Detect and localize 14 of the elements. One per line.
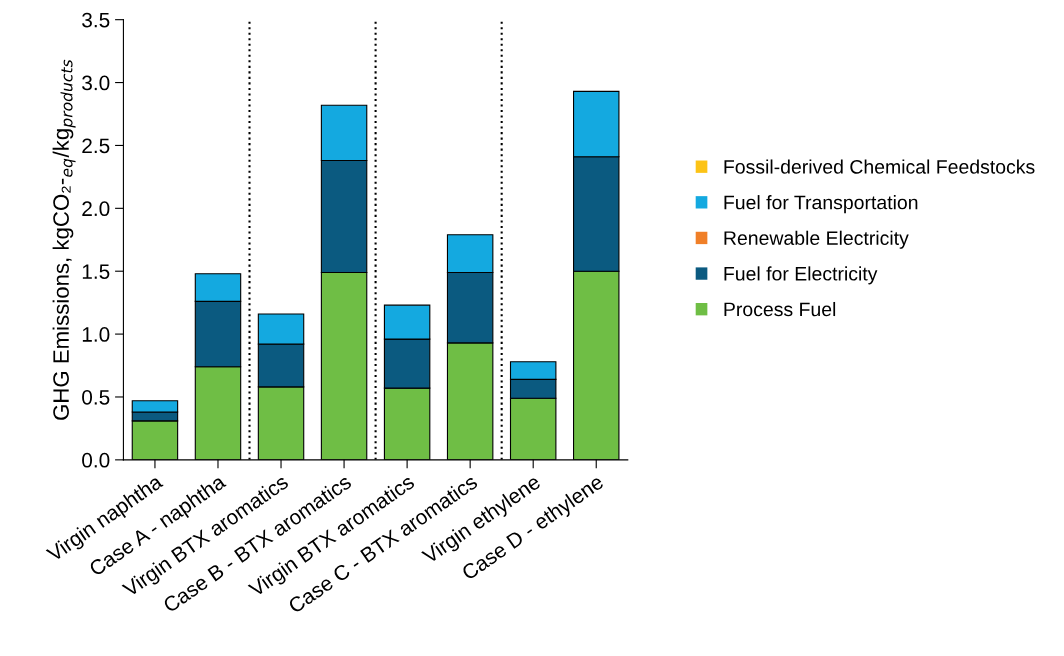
y-tick-label: 2.5 [82, 138, 110, 154]
y-tick-label: 1.5 [82, 264, 110, 279]
legend-label: Renewable Electricity [724, 230, 909, 249]
y-tick-label: 3.0 [82, 75, 110, 91]
legend-label: Fuel for Transportation [724, 195, 918, 214]
y-tick-label: 0.5 [82, 389, 110, 405]
y-tick-label: 1.0 [82, 327, 110, 342]
y-tick-label: 2.0 [82, 201, 110, 217]
legend-label: Fuel for Electricity [724, 266, 878, 285]
y-tick-label: 3.5 [82, 12, 110, 28]
y-tick-label: 0.0 [82, 452, 110, 468]
legend-label: Process Fuel [724, 301, 836, 317]
legend-label: Fossil-derived Chemical Feedstocks [724, 159, 1035, 174]
y-axis-title: GHG Emissions, kgCO₂-$_{eq}$/kg$_{products}$ [52, 59, 76, 420]
